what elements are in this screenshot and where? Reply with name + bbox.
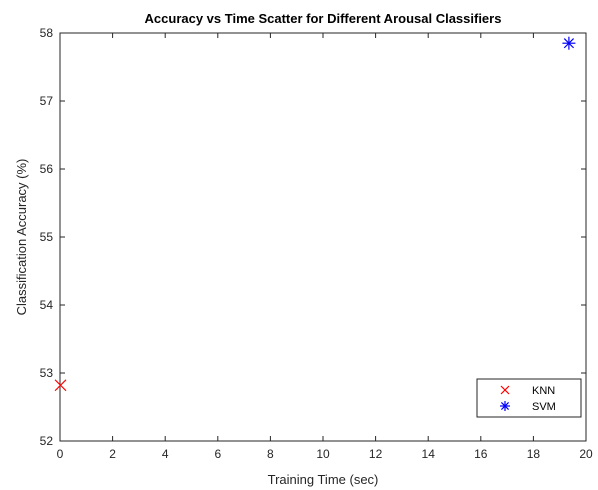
legend-label-svm: SVM — [532, 401, 556, 413]
y-tick-label: 54 — [40, 298, 54, 312]
x-tick-label: 2 — [109, 447, 116, 461]
x-tick-label: 10 — [316, 447, 330, 461]
legend-label-knn: KNN — [532, 385, 555, 397]
x-tick-label: 16 — [474, 447, 488, 461]
y-tick-label: 52 — [40, 434, 54, 448]
x-tick-label: 18 — [527, 447, 541, 461]
axis-ticks — [59, 32, 587, 442]
x-tick-label: 20 — [579, 447, 593, 461]
legend-marker-svm — [500, 401, 510, 411]
y-tick-label: 57 — [40, 94, 54, 108]
data-points — [54, 36, 576, 392]
x-tick-label: 12 — [369, 447, 383, 461]
axis-tick-labels: 0 2 4 6 8 10 12 14 16 18 20 52 53 54 55 56 57 58 — [40, 26, 593, 461]
y-tick-label: 53 — [40, 366, 54, 380]
y-tick-label: 56 — [40, 162, 54, 176]
legend: KNN SVM — [476, 378, 582, 418]
x-axis-label: Training Time (sec) — [268, 472, 379, 487]
x-tick-label: 4 — [162, 447, 169, 461]
y-axis-label: Classification Accuracy (%) — [14, 159, 29, 316]
data-point-knn — [54, 379, 67, 392]
legend-box — [476, 378, 582, 418]
y-tick-label: 58 — [40, 26, 54, 40]
legend-marker-knn — [500, 385, 510, 395]
x-tick-label: 0 — [57, 447, 64, 461]
data-point-svm — [562, 36, 576, 50]
plot-area — [59, 32, 587, 442]
y-tick-label: 55 — [40, 230, 54, 244]
x-tick-label: 14 — [422, 447, 436, 461]
x-tick-label: 8 — [267, 447, 274, 461]
x-tick-label: 6 — [214, 447, 221, 461]
chart-title: Accuracy vs Time Scatter for Different A… — [145, 11, 502, 26]
